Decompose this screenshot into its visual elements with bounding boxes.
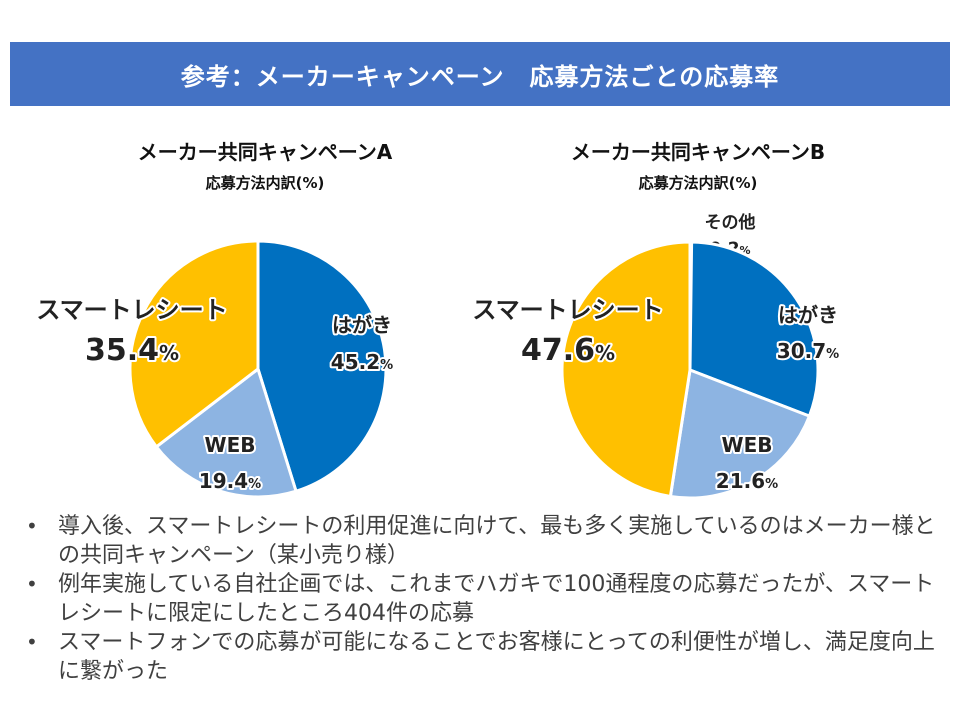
chart-b-subtitle: 応募方法内訳(%) [638,174,758,192]
bullet-text: スマートフォンでの応募が可能になることでお客様にとっての利便性が増し、満足度向上… [58,630,935,684]
slice-label: その他 [705,212,756,233]
slice-value-label: 21.6% [716,469,778,493]
pie-slice [154,366,298,499]
bullet-item: • 例年実施している自社企画では、これまでハガキで100通程度の応募だったが、スマ… [24,570,944,628]
chart-b-title: メーカー共同キャンペーンB [570,140,826,164]
pie-slice [256,239,388,494]
pie-slice [128,239,260,449]
slice-label: はがき [778,303,838,327]
page-title: 参考：メーカーキャンペーン 応募方法ごとの応募率 [10,42,950,106]
bullet-dot-icon: • [26,572,38,596]
pie-slice [560,240,692,499]
slice-value-label: 19.4% [199,469,261,493]
slice-label: スマートレシート [472,296,663,324]
slice-value-label: 45.2% [331,350,393,374]
slice-label: WEB [205,433,256,457]
bullet-text: 導入後、スマートレシートの利用促進に向けて、最も多く実施しているのはメーカー様と… [58,514,936,568]
slice-label: スマートレシート [36,296,227,324]
chart-a-subtitle: 応募方法内訳(%) [205,174,325,192]
pie-slice [668,367,812,500]
slice-value-label: 30.7% [777,339,839,363]
bullet-text: 例年実施している自社企画では、これまでハガキで100通程度の応募だったが、スマー… [58,572,935,626]
slice-label: WEB [722,433,773,457]
bullet-item: • スマートフォンでの応募が可能になることでお客様にとっての利便性が増し、満足度向… [24,628,944,686]
bullet-dot-icon: • [26,630,38,654]
chart-a-title: メーカー共同キャンペーンA [137,140,393,164]
slice-label: はがき [332,313,392,337]
slice-value-label: 47.6% [521,333,615,368]
bullet-list: • 導入後、スマートレシートの利用促進に向けて、最も多く実施しているのはメーカー様… [24,512,944,686]
slice-value-label: 35.4% [85,333,179,368]
pie-slice [688,240,820,419]
bullet-item: • 導入後、スマートレシートの利用促進に向けて、最も多く実施しているのはメーカー様… [24,512,944,570]
bullet-dot-icon: • [26,514,38,538]
